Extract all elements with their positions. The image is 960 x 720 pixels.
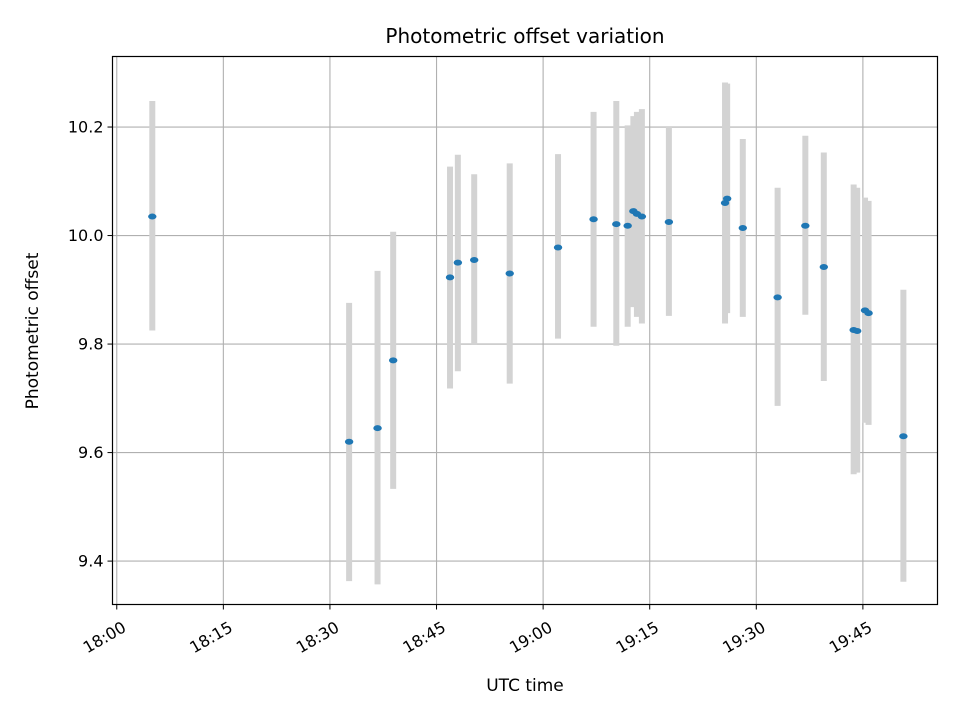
plot-frame bbox=[111, 55, 939, 606]
y-tick-label: 9.8 bbox=[78, 335, 103, 354]
chart-title: Photometric offset variation bbox=[385, 24, 664, 48]
data-point bbox=[505, 270, 514, 277]
data-point bbox=[801, 222, 810, 229]
data-point bbox=[664, 218, 674, 225]
data-point bbox=[819, 264, 829, 271]
data-point bbox=[469, 256, 479, 263]
data-point bbox=[853, 328, 862, 335]
point-layer bbox=[148, 195, 908, 445]
data-point bbox=[373, 425, 382, 432]
x-axis-label: UTC time bbox=[486, 676, 564, 696]
data-point bbox=[738, 224, 747, 231]
data-point bbox=[623, 222, 632, 229]
data-point bbox=[637, 213, 647, 220]
data-point bbox=[553, 244, 563, 251]
data-point bbox=[612, 221, 621, 228]
y-axis-label: Photometric offset bbox=[23, 252, 43, 409]
data-point bbox=[148, 213, 157, 220]
y-tick-label: 9.4 bbox=[78, 552, 103, 571]
grid-layer bbox=[112, 56, 938, 605]
data-point bbox=[445, 274, 455, 281]
data-point bbox=[773, 294, 782, 301]
data-point bbox=[722, 195, 732, 202]
data-point bbox=[453, 259, 463, 266]
data-point bbox=[589, 216, 598, 223]
data-point bbox=[344, 438, 354, 445]
data-point bbox=[899, 433, 908, 440]
y-tick-label: 9.6 bbox=[78, 443, 103, 462]
y-tick-label: 10.2 bbox=[68, 118, 104, 137]
y-tick-label: 10.0 bbox=[68, 226, 104, 245]
data-point bbox=[864, 310, 873, 317]
data-point bbox=[388, 357, 398, 364]
